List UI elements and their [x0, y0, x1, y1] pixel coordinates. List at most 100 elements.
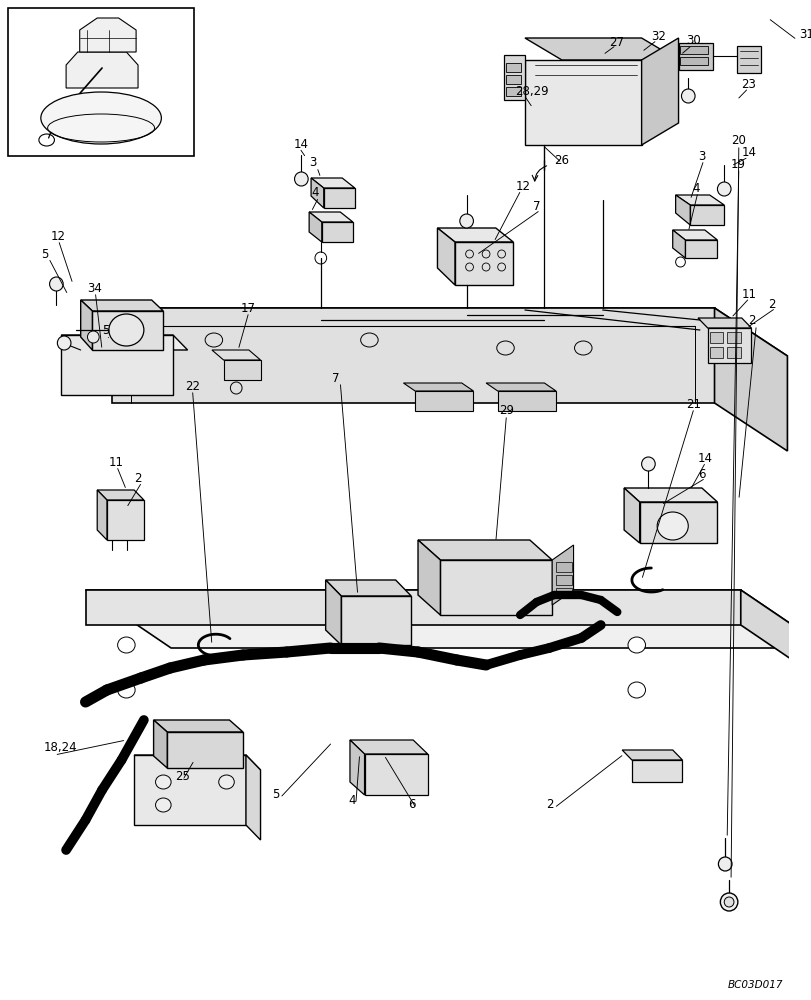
Bar	[727, 347, 740, 358]
Polygon shape	[309, 212, 353, 222]
Text: 11: 11	[740, 288, 756, 300]
Polygon shape	[524, 60, 641, 145]
Text: 18,24: 18,24	[44, 742, 77, 754]
Polygon shape	[153, 720, 242, 732]
Polygon shape	[223, 360, 260, 380]
Text: 14: 14	[740, 146, 756, 159]
Text: 3: 3	[309, 156, 316, 169]
Ellipse shape	[118, 682, 135, 698]
Polygon shape	[689, 205, 723, 225]
Polygon shape	[107, 500, 144, 540]
Text: 34: 34	[88, 282, 102, 294]
Text: 2: 2	[767, 298, 775, 310]
Text: 4: 4	[311, 186, 318, 200]
Polygon shape	[672, 230, 684, 258]
Ellipse shape	[459, 214, 473, 228]
Text: 14: 14	[697, 452, 712, 464]
Ellipse shape	[723, 897, 733, 907]
Ellipse shape	[156, 798, 171, 812]
Text: 27: 27	[609, 35, 624, 48]
Polygon shape	[325, 580, 341, 645]
Ellipse shape	[627, 682, 645, 698]
Polygon shape	[675, 195, 689, 225]
Bar	[680, 57, 707, 65]
Polygon shape	[153, 720, 167, 768]
Polygon shape	[85, 590, 811, 648]
Polygon shape	[112, 308, 787, 356]
Polygon shape	[79, 18, 136, 52]
Polygon shape	[707, 328, 750, 363]
Text: 25: 25	[174, 770, 190, 782]
Polygon shape	[350, 740, 364, 795]
Polygon shape	[740, 590, 811, 683]
Text: 2: 2	[134, 472, 141, 485]
Text: 14: 14	[294, 137, 308, 150]
Polygon shape	[311, 178, 324, 208]
Polygon shape	[624, 488, 639, 543]
Ellipse shape	[88, 331, 99, 343]
Bar	[505, 63, 521, 72]
Polygon shape	[556, 562, 571, 572]
Polygon shape	[325, 580, 410, 596]
Text: 2: 2	[748, 314, 755, 328]
Bar	[680, 46, 707, 54]
Polygon shape	[311, 178, 354, 188]
Text: 6: 6	[697, 468, 705, 481]
Text: 23: 23	[740, 79, 755, 92]
Text: 22: 22	[184, 379, 200, 392]
Polygon shape	[324, 188, 354, 208]
Text: 26: 26	[553, 153, 569, 166]
Polygon shape	[97, 490, 144, 500]
Text: 7: 7	[532, 200, 539, 213]
Polygon shape	[678, 43, 712, 70]
Polygon shape	[85, 590, 740, 625]
Ellipse shape	[641, 457, 654, 471]
Polygon shape	[524, 38, 678, 60]
Polygon shape	[80, 300, 92, 350]
Text: 5: 5	[272, 788, 279, 800]
Polygon shape	[364, 754, 427, 795]
Polygon shape	[672, 230, 717, 240]
Polygon shape	[437, 228, 513, 242]
Polygon shape	[80, 300, 163, 311]
Text: 17: 17	[241, 302, 255, 314]
Ellipse shape	[58, 336, 71, 350]
Text: 4: 4	[348, 794, 355, 806]
Text: 12: 12	[50, 230, 66, 242]
Text: 30: 30	[685, 33, 700, 46]
Text: 5: 5	[41, 247, 48, 260]
Polygon shape	[403, 383, 473, 391]
Ellipse shape	[719, 893, 737, 911]
Bar	[709, 332, 723, 343]
Polygon shape	[61, 335, 173, 395]
Polygon shape	[556, 575, 571, 585]
Polygon shape	[714, 308, 787, 451]
Polygon shape	[624, 488, 717, 502]
Polygon shape	[736, 46, 760, 73]
Polygon shape	[66, 52, 138, 88]
Polygon shape	[350, 740, 427, 754]
Text: 19: 19	[730, 157, 745, 170]
Text: 31: 31	[798, 28, 811, 41]
Polygon shape	[440, 560, 551, 615]
Text: 7: 7	[332, 371, 340, 384]
Text: 20: 20	[730, 134, 745, 147]
Ellipse shape	[680, 89, 694, 103]
Bar	[505, 75, 521, 84]
Polygon shape	[167, 732, 242, 768]
Polygon shape	[675, 195, 723, 205]
Text: 5: 5	[102, 324, 109, 338]
Polygon shape	[497, 391, 556, 411]
Ellipse shape	[718, 857, 732, 871]
Text: 12: 12	[515, 180, 530, 192]
Polygon shape	[246, 755, 260, 840]
Text: 3: 3	[697, 149, 705, 162]
Polygon shape	[621, 750, 681, 760]
Text: 32: 32	[650, 29, 665, 42]
Polygon shape	[684, 240, 717, 258]
Text: BC03D017: BC03D017	[727, 980, 783, 990]
Text: 21: 21	[685, 397, 701, 410]
Ellipse shape	[118, 637, 135, 653]
Text: 28,29: 28,29	[515, 86, 548, 99]
Ellipse shape	[109, 314, 144, 346]
